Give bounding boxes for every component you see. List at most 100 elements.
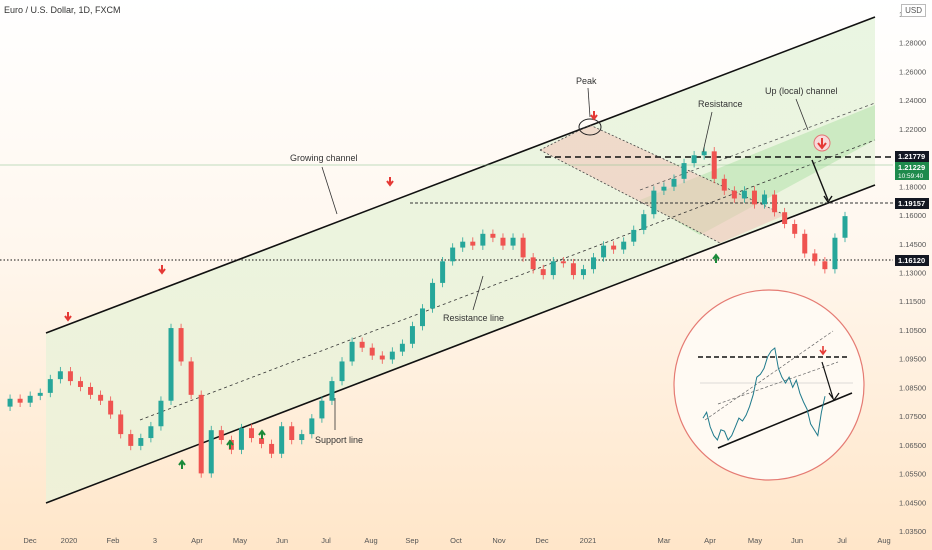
candle-body [27,395,33,403]
candle-body [208,430,214,474]
candle-body [228,440,234,450]
y-tick-label: 1.04500 [899,498,926,507]
candle-body [450,247,456,262]
up-arrow-icon [258,429,266,439]
x-tick-label: Apr [191,536,203,545]
candle-body [782,212,788,224]
candle-body [751,190,757,205]
x-tick-label: Dec [23,536,37,545]
x-tick-label: Mar [658,536,671,545]
svg-text:1.19157: 1.19157 [898,199,925,208]
candle-body [731,190,737,199]
candle-body [128,434,134,446]
x-tick-label: Aug [364,536,377,545]
peak-circle [578,118,602,136]
x-tick-label: 2021 [580,536,597,545]
falling-channel-fill [540,125,785,243]
price-tag-level-2: 1.19157 [895,198,929,209]
x-tick-label: Jun [791,536,803,545]
candle-body [158,400,164,427]
candle-body [560,261,566,264]
candle-body [591,257,597,270]
candle-body [812,253,818,262]
up-local-channel-label: Up (local) channel [765,86,838,96]
x-tick-label: Dec [535,536,549,545]
candle-body [178,328,184,362]
candle-body [37,392,43,396]
projection-arrow-2 [823,195,833,204]
zoom-inset [673,289,865,481]
up-channel-pointer [795,98,809,131]
svg-text:1.16120: 1.16120 [898,256,925,265]
candle-body [238,428,244,450]
candle-body [259,438,265,444]
peak-label: Peak [576,76,597,86]
candle-body [98,394,104,401]
y-tick-label: 1.05500 [899,470,926,479]
candle-body [7,398,13,407]
candle-body [792,224,798,234]
x-tick-label: Aug [877,536,890,545]
y-tick-label: 1.28000 [899,39,926,48]
resistance-trend-line [139,139,876,421]
y-tick-label: 1.26000 [899,67,926,76]
candle-body [671,178,677,187]
y-tick-label: 1.14500 [899,240,926,249]
candle-body [289,426,295,440]
candle-body [88,386,94,395]
candle-body [430,282,436,309]
y-tick-label: 1.08500 [899,383,926,392]
resistance-line-label: Resistance line [443,313,504,323]
candle-body [329,381,335,401]
candle-body [148,426,154,439]
svg-text:10:59:40: 10:59:40 [898,173,924,180]
candle-body [108,400,114,415]
candle-body [550,261,556,276]
x-tick-label: Oct [450,536,463,545]
signal-arrows [64,111,720,469]
resistance-label: Resistance [698,99,743,109]
candle-body [319,400,325,419]
candle-body [641,214,647,230]
up-arrow-icon [712,253,720,263]
growing-channel-fill [46,17,875,503]
candle-body [409,326,415,344]
down-arrow-icon [590,111,598,121]
candle-body [691,155,697,164]
x-tick-label: Feb [107,536,120,545]
y-tick-label: 1.16000 [899,211,926,220]
growing-channel-pointer [321,166,338,215]
down-arrow-icon [158,265,166,275]
y-tick-label: 1.22000 [899,125,926,134]
resistance-pointer [702,111,713,153]
growing-channel-label: Growing channel [290,153,358,163]
candle-body [601,245,607,258]
candle-body [440,261,446,283]
candle-body [47,379,53,393]
x-tick-label: Nov [492,536,506,545]
candle-body [580,269,586,276]
candle-body [500,237,506,246]
support-line [45,184,876,504]
x-tick-label: Jun [276,536,288,545]
candle-body [802,233,808,254]
candle-body [470,241,476,246]
candle-body [762,194,768,205]
candle-body [822,261,828,270]
candle-body [540,269,546,276]
x-tick-label: May [748,536,762,545]
falling-channel-upper [539,124,591,151]
candle-body [67,371,73,382]
x-tick-label: 2020 [61,536,78,545]
y-tick-label: 1.07500 [899,412,926,421]
x-tick-label: Sep [405,536,418,545]
down-arrow-icon [64,312,72,322]
currency-button[interactable]: USD [901,4,926,17]
candle-body [490,233,496,238]
svg-text:1.21229: 1.21229 [898,163,925,172]
price-tag-level-3: 1.16120 [895,255,929,266]
candle-body [570,263,576,276]
falling-channel-lower [539,149,721,244]
